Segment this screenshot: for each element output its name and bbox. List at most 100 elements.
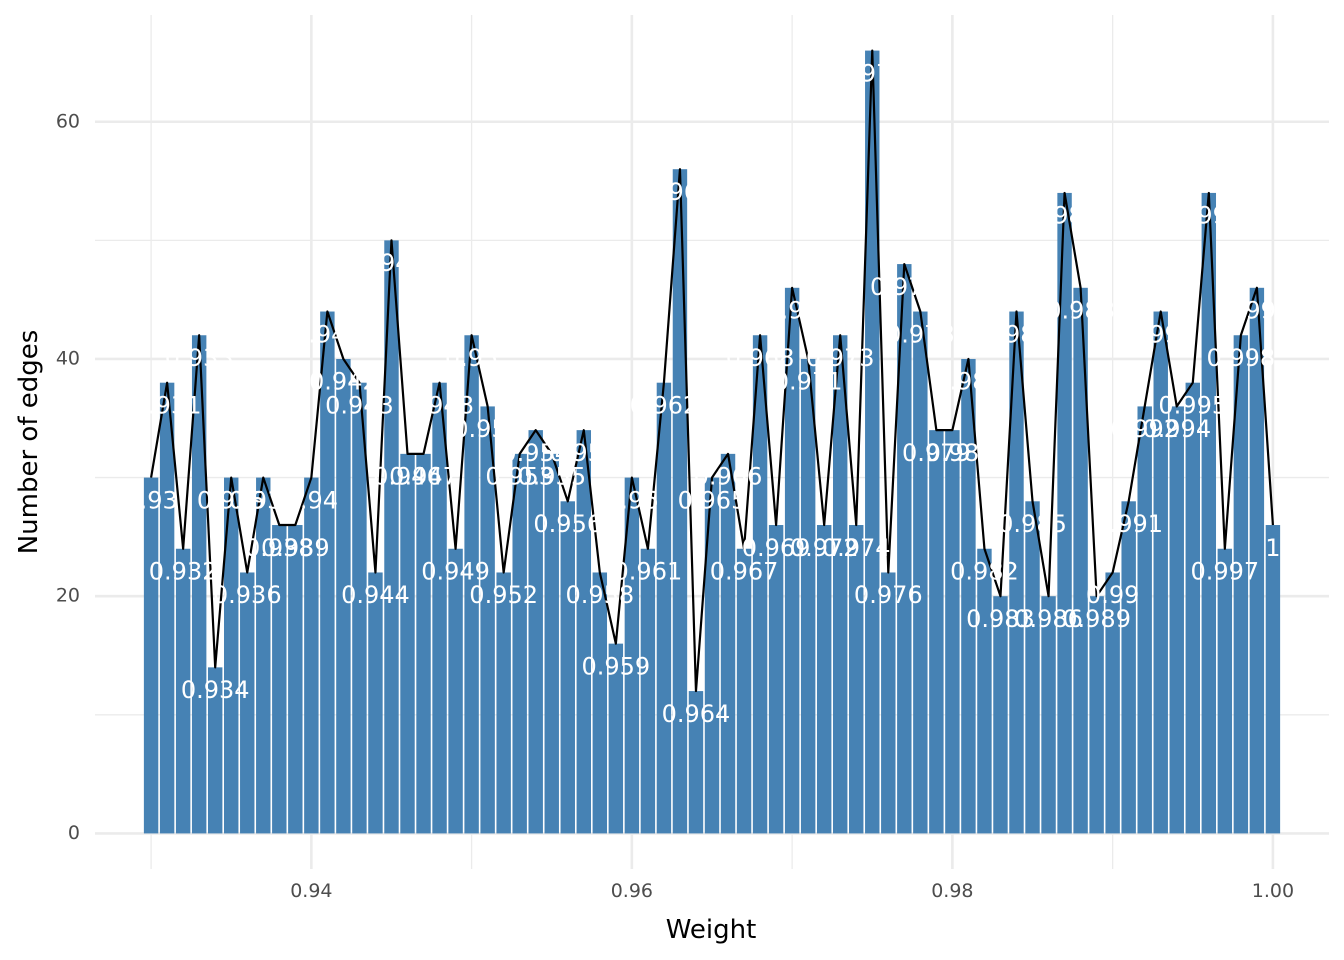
data-label: 0.954 <box>501 439 570 467</box>
x-axis-title: Weight <box>666 915 757 945</box>
bar <box>1249 287 1265 834</box>
y-axis-ticks: 0 20 40 60 <box>56 110 80 844</box>
data-label: 0.968 <box>726 344 795 372</box>
bar <box>816 525 832 834</box>
data-label: 0.994 <box>1142 415 1211 443</box>
bar <box>512 453 527 834</box>
data-label: 0.966 <box>694 463 763 491</box>
x-tick-label: 0.94 <box>290 880 332 902</box>
y-tick-label: 0 <box>68 822 80 844</box>
bar <box>256 477 271 834</box>
data-label: 0.983 <box>966 605 1035 633</box>
bar <box>352 382 367 834</box>
data-label: 1 <box>1265 534 1280 562</box>
data-label: 0.967 <box>710 557 779 585</box>
bar <box>448 548 463 834</box>
data-label: 0.99 <box>1086 581 1139 609</box>
bar <box>384 240 399 834</box>
bar <box>304 477 319 834</box>
data-label: 0.988 <box>1046 297 1115 325</box>
bar <box>929 430 944 834</box>
data-label: 0.941 <box>293 320 362 348</box>
bar <box>1217 548 1233 834</box>
bar <box>688 691 704 834</box>
bar <box>961 358 976 834</box>
data-label: 0.997 <box>1190 557 1259 585</box>
bar <box>191 335 207 834</box>
trend-line-layer <box>150 49 1275 693</box>
x-axis-ticks: 0.94 0.96 0.98 1.00 <box>290 880 1294 902</box>
data-label: 0.978 <box>886 320 955 348</box>
data-label: 0.932 <box>149 557 218 585</box>
data-label: 0.989 <box>1062 605 1131 633</box>
data-label: 0.945 <box>357 249 426 277</box>
bar <box>224 477 239 834</box>
bar <box>1089 596 1104 834</box>
data-label: 0.971 <box>774 368 843 396</box>
bar <box>865 50 880 834</box>
bar <box>1073 287 1088 834</box>
data-label: 0.931 <box>133 391 202 419</box>
data-label: 0.96 <box>605 486 658 514</box>
bar <box>544 453 559 834</box>
bar <box>175 548 191 834</box>
bar <box>945 430 960 834</box>
data-label: 0.952 <box>469 581 538 609</box>
data-label: 0.977 <box>870 273 939 301</box>
data-label: 0.956 <box>533 510 602 538</box>
data-label: 0.963 <box>646 178 715 206</box>
data-label: 0.937 <box>229 486 298 514</box>
bar <box>576 430 592 834</box>
bar <box>1121 501 1136 834</box>
bar <box>1265 525 1281 834</box>
bar <box>240 572 255 834</box>
data-label: 0.958 <box>565 581 634 609</box>
data-label: 0.943 <box>325 391 394 419</box>
bar <box>720 453 736 834</box>
data-label: 0.953 <box>485 463 554 491</box>
y-tick-label: 20 <box>56 585 80 607</box>
data-label: 0.97 <box>765 297 818 325</box>
x-tick-label: 1.00 <box>1252 880 1294 902</box>
bar <box>624 477 640 834</box>
data-label: 0.951 <box>453 415 522 443</box>
bar <box>977 548 992 834</box>
data-label: 0.957 <box>549 439 618 467</box>
bar <box>1153 311 1168 834</box>
data-label: 0.959 <box>581 652 650 680</box>
bar <box>656 382 672 834</box>
data-label: 0.964 <box>662 700 731 728</box>
bar <box>768 525 784 834</box>
bar <box>913 311 928 834</box>
bar <box>672 169 688 834</box>
bar <box>528 430 543 834</box>
data-label: 0.947 <box>389 463 458 491</box>
data-label: 0.946 <box>373 463 442 491</box>
data-label: 0.998 <box>1206 344 1275 372</box>
data-label: 0.973 <box>806 344 875 372</box>
data-label: 0.992 <box>1110 415 1179 443</box>
data-label: 0.948 <box>405 391 474 419</box>
data-label: 0.999 <box>1223 297 1292 325</box>
bar <box>159 382 175 834</box>
data-label: 0.94 <box>285 486 338 514</box>
data-label: 0.969 <box>742 534 811 562</box>
data-label: 0.975 <box>838 59 907 87</box>
bar <box>336 358 351 834</box>
data-label: 0.996 <box>1174 202 1243 230</box>
y-tick-label: 40 <box>56 347 80 369</box>
bar <box>881 572 896 834</box>
y-tick-label: 60 <box>56 110 80 132</box>
data-label: 0.935 <box>197 486 266 514</box>
data-label: 0.982 <box>950 557 1019 585</box>
data-label: 0.949 <box>421 557 490 585</box>
bar <box>272 525 287 834</box>
data-label: 0.974 <box>822 534 891 562</box>
data-label: 0.984 <box>982 320 1051 348</box>
bar <box>480 406 495 834</box>
data-label: 0.993 <box>1126 320 1195 348</box>
bar <box>1201 192 1217 834</box>
bar <box>496 572 511 834</box>
bar <box>464 335 479 834</box>
y-axis-title: Number of edges <box>14 330 44 555</box>
